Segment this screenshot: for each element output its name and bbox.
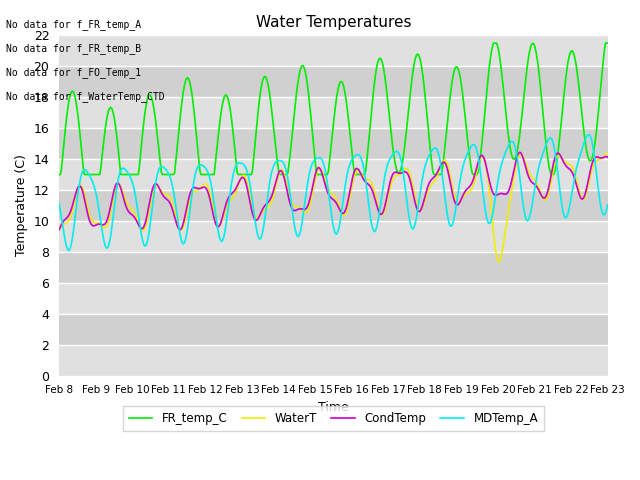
FR_temp_C <box>316 172 323 178</box>
Line: MDTemp_A: MDTemp_A <box>59 134 607 250</box>
MDTemp_A <box>320 162 328 168</box>
Bar <box>59 128 607 159</box>
WaterT <box>592 159 600 165</box>
Legend: FR_temp_C, WaterT, CondTemp, MDTemp_A: FR_temp_C, WaterT, CondTemp, MDTemp_A <box>123 406 544 431</box>
Text: No data for f_FR_temp_B: No data for f_FR_temp_B <box>6 43 141 54</box>
Bar <box>59 190 607 221</box>
CondTemp <box>55 227 63 232</box>
WaterT <box>316 166 323 171</box>
CondTemp <box>516 149 524 155</box>
Bar <box>59 314 607 345</box>
FR_temp_C <box>604 40 611 46</box>
Y-axis label: Temperature (C): Temperature (C) <box>15 155 28 256</box>
WaterT <box>495 259 502 264</box>
CondTemp <box>383 195 390 201</box>
CondTemp <box>317 167 324 173</box>
FR_temp_C <box>491 40 499 46</box>
Bar <box>59 283 607 314</box>
MDTemp_A <box>593 172 600 178</box>
Bar <box>59 221 607 252</box>
CondTemp <box>604 154 611 160</box>
MDTemp_A <box>317 156 324 161</box>
X-axis label: Time: Time <box>318 401 349 414</box>
FR_temp_C <box>592 136 600 142</box>
Text: No data for f_FR_temp_A: No data for f_FR_temp_A <box>6 19 141 30</box>
MDTemp_A <box>383 165 390 170</box>
Bar <box>59 97 607 128</box>
FR_temp_C <box>381 79 389 85</box>
Bar <box>59 66 607 97</box>
FR_temp_C <box>319 172 327 178</box>
CondTemp <box>176 227 184 233</box>
MDTemp_A <box>55 201 63 207</box>
CondTemp <box>506 185 514 191</box>
WaterT <box>55 227 63 233</box>
FR_temp_C <box>352 172 360 178</box>
MDTemp_A <box>585 132 593 137</box>
Bar <box>59 159 607 190</box>
MDTemp_A <box>65 247 73 253</box>
CondTemp <box>353 166 361 171</box>
CondTemp <box>320 178 328 183</box>
WaterT <box>506 200 514 206</box>
Line: WaterT: WaterT <box>59 153 607 262</box>
MDTemp_A <box>604 202 611 208</box>
Text: No data for f_FO_Temp_1: No data for f_FO_Temp_1 <box>6 67 141 78</box>
FR_temp_C <box>506 143 514 148</box>
Title: Water Temperatures: Water Temperatures <box>255 15 411 30</box>
Bar <box>59 345 607 375</box>
Bar <box>59 252 607 283</box>
FR_temp_C <box>55 172 63 178</box>
WaterT <box>604 150 611 156</box>
WaterT <box>319 171 327 177</box>
Bar <box>59 36 607 66</box>
MDTemp_A <box>506 140 514 146</box>
Line: FR_temp_C: FR_temp_C <box>59 43 607 175</box>
WaterT <box>381 204 389 210</box>
CondTemp <box>593 154 600 160</box>
WaterT <box>352 169 360 175</box>
Line: CondTemp: CondTemp <box>59 152 607 230</box>
Text: No data for f_WaterTemp_CTD: No data for f_WaterTemp_CTD <box>6 91 165 102</box>
MDTemp_A <box>353 152 361 157</box>
